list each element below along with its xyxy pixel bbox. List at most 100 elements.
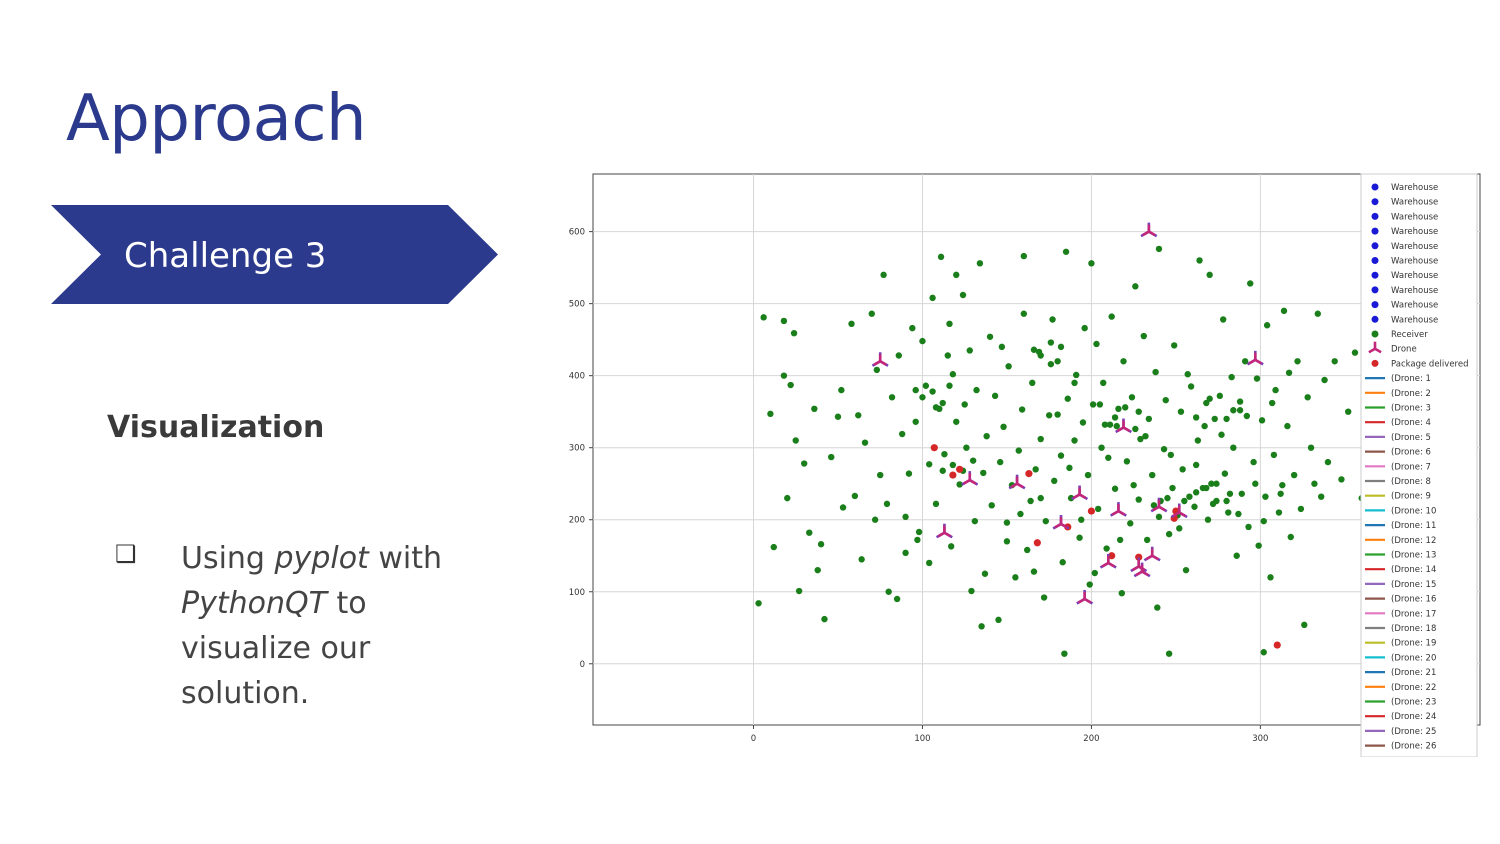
receiver-point [1015, 447, 1022, 454]
receiver-point [937, 253, 945, 261]
receiver-point [1017, 510, 1024, 518]
receiver-point [1098, 444, 1105, 451]
legend-label: (Drone: 15 [1391, 580, 1436, 590]
legend-item: Receiver [1371, 330, 1428, 340]
receiver-point [1071, 379, 1078, 387]
receiver-point [1203, 484, 1210, 492]
receiver-point [1142, 432, 1149, 440]
drone-marker-inner-arm [1116, 426, 1125, 433]
receiver-point [1005, 363, 1012, 370]
receiver-point [1275, 509, 1283, 516]
receiver-point [1155, 513, 1163, 521]
drone-marker-inner-arm [1248, 358, 1256, 365]
legend-item: Warehouse [1371, 183, 1438, 193]
drone-marker-inner-arm [1078, 493, 1087, 500]
package-delivered-point [1108, 552, 1116, 560]
package-delivered-point [1135, 553, 1143, 561]
receiver-point [1111, 485, 1119, 492]
y-tick-label: 300 [569, 444, 585, 454]
drone-marker-inner-arm [1077, 597, 1086, 604]
bullet-text-part: Using [181, 541, 275, 576]
legend-label: (Drone: 14 [1391, 565, 1436, 575]
receiver-point [1135, 408, 1142, 415]
legend-marker [1371, 359, 1379, 367]
receiver-point [780, 372, 788, 379]
section-heading: Visualization [107, 410, 325, 445]
drone-marker-inner-arm [1172, 511, 1180, 518]
receiver-point [1030, 568, 1038, 575]
drone-marker-inner-arm [879, 360, 887, 366]
legend-label: (Drone: 16 [1391, 595, 1436, 605]
drone-marker-inner-arm [1117, 509, 1126, 516]
receiver-point [1128, 394, 1136, 401]
receiver-point [888, 394, 896, 401]
receiver-point [939, 467, 946, 474]
receiver-point [861, 439, 869, 446]
legend-marker [1371, 271, 1379, 279]
legend-marker [1371, 198, 1379, 206]
legend-item: (Drone: 18 [1365, 624, 1436, 634]
receiver-point [1279, 481, 1286, 489]
receiver-point [838, 386, 845, 394]
bullet-emphasis-pythonqt: PythonQT [181, 586, 327, 621]
receiver-point [1040, 594, 1048, 601]
receiver-point [1152, 368, 1159, 376]
receiver-point [946, 320, 953, 328]
x-tick-label: 200 [1083, 734, 1099, 744]
receiver-point [898, 430, 906, 438]
drone-marker-inner-arm [943, 531, 952, 538]
legend-item: Warehouse [1371, 242, 1438, 252]
receiver-point [1338, 476, 1345, 483]
legend-label: Warehouse [1391, 257, 1438, 267]
receiver-point [1204, 516, 1212, 523]
drone-marker-inner-arm [1010, 482, 1018, 489]
legend-item: (Drone: 5 [1365, 433, 1431, 443]
receiver-point [868, 310, 875, 317]
receiver-point [1206, 395, 1213, 402]
legend-label: (Drone: 8 [1391, 477, 1431, 487]
legend-item: (Drone: 17 [1365, 609, 1436, 619]
receiver-point [1106, 421, 1114, 428]
receiver-point [981, 570, 989, 577]
legend-label: Receiver [1391, 330, 1428, 340]
receiver-point [1130, 481, 1137, 489]
legend-label: Warehouse [1391, 286, 1438, 296]
receiver-point [1061, 650, 1068, 657]
legend-item: Warehouse [1371, 301, 1438, 311]
drone-marker [1099, 553, 1117, 569]
receiver-point [1263, 322, 1271, 329]
receiver-point [1192, 461, 1200, 469]
receiver-point [1029, 379, 1036, 387]
legend-label: (Drone: 9 [1391, 492, 1431, 502]
receiver-point [1238, 490, 1245, 497]
drone-marker-inner-arm [1111, 509, 1120, 516]
drone-marker [1170, 503, 1188, 519]
receiver-point [1194, 437, 1202, 444]
receiver-point [947, 543, 955, 550]
drone-marker-inner-arm [1072, 493, 1081, 500]
legend-label: Warehouse [1391, 242, 1438, 252]
receiver-point [811, 405, 818, 413]
x-tick-label: 100 [914, 734, 930, 744]
receiver-point [1123, 458, 1131, 465]
legend-item: (Drone: 24 [1365, 712, 1436, 722]
receiver-point [1030, 346, 1038, 353]
receiver-point [1294, 358, 1301, 365]
receiver-point [1062, 248, 1070, 255]
receiver-point [828, 453, 835, 461]
receiver-point [1051, 477, 1058, 485]
legend-label: (Drone: 18 [1391, 624, 1436, 634]
receiver-point [784, 494, 791, 502]
receiver-point [902, 513, 909, 521]
receiver-point [971, 517, 979, 525]
package-delivered-point [1025, 470, 1033, 478]
receiver-point [848, 320, 855, 328]
banner-label: Challenge 3 [124, 236, 327, 276]
receiver-point [1345, 408, 1352, 415]
receiver-point [1243, 412, 1251, 420]
receiver-point [980, 469, 987, 477]
checkbox-bullet-icon: ❑ [115, 541, 137, 568]
receiver-point [1301, 621, 1308, 629]
drone-marker [1071, 485, 1089, 501]
receiver-point [944, 352, 951, 359]
